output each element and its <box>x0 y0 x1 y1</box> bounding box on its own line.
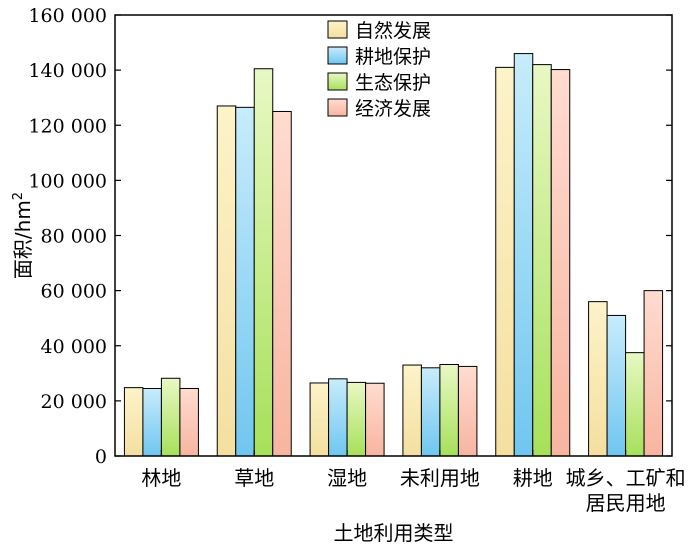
bar <box>606 314 627 457</box>
bar <box>142 387 162 457</box>
x-tick-label: 耕地 <box>513 466 553 490</box>
legend-swatch <box>327 72 348 91</box>
bar <box>309 382 330 457</box>
bar <box>513 53 534 457</box>
x-tick-label-line: 城乡、工矿和 <box>566 466 686 490</box>
x-tick-label: 未利用地 <box>400 466 480 490</box>
y-tick-label: 140 000 <box>28 60 107 82</box>
bars-layer <box>123 53 664 457</box>
bar <box>439 363 459 457</box>
y-tick-label: 20 000 <box>41 391 107 413</box>
y-axis-title: 面积/hm2 <box>11 192 35 279</box>
x-axis-title: 土地利用类型 <box>334 521 454 545</box>
y-tick-label: 0 <box>95 446 107 468</box>
bar <box>328 378 348 457</box>
bar <box>625 352 645 457</box>
x-tick-label-line: 林地 <box>141 466 181 490</box>
bar <box>235 106 255 457</box>
x-tick-label-line: 居民用地 <box>586 491 666 515</box>
x-tick-label-line: 耕地 <box>513 466 553 490</box>
bar <box>588 301 608 457</box>
bar <box>420 367 441 457</box>
legend-label: 生态保护 <box>355 72 431 94</box>
y-tick-label: 100 000 <box>28 170 107 192</box>
legend-label: 自然发展 <box>355 20 431 42</box>
y-tick-label: 160 000 <box>28 5 107 27</box>
y-tick-label: 40 000 <box>41 336 107 358</box>
legend-label: 经济发展 <box>355 98 431 120</box>
x-tick-label: 草地 <box>234 466 274 490</box>
legend-swatch <box>327 46 348 65</box>
bar <box>495 66 515 457</box>
bar <box>179 387 199 457</box>
x-tick-label: 城乡、工矿和居民用地 <box>566 466 686 515</box>
x-tick-label: 林地 <box>141 466 181 490</box>
x-axis: 林地 草地 湿地 未利用地 耕地 城乡、工矿和居民用地 <box>141 450 686 515</box>
bar <box>643 290 664 457</box>
y-tick-label: 80 000 <box>41 226 107 248</box>
x-tick-label-line: 湿地 <box>327 466 367 490</box>
y-axis-title-text: 面积/hm <box>11 200 35 279</box>
legend-swatch <box>327 98 348 117</box>
y-axis-title-superscript: 2 <box>11 192 26 200</box>
y-tick-label: 120 000 <box>28 115 107 137</box>
x-tick-label-line: 未利用地 <box>400 466 480 490</box>
bar <box>253 68 274 457</box>
bar <box>272 110 292 457</box>
x-tick-label-line: 草地 <box>234 466 274 490</box>
bar <box>550 69 571 457</box>
bar <box>160 377 181 457</box>
bar <box>216 105 237 457</box>
bar <box>346 381 367 457</box>
x-tick-label: 湿地 <box>327 466 367 490</box>
y-tick-label: 60 000 <box>41 281 107 303</box>
bar <box>123 387 144 457</box>
legend-swatch <box>327 20 348 39</box>
bar <box>457 365 478 457</box>
bar <box>532 64 552 457</box>
legend-label: 耕地保护 <box>355 46 431 68</box>
bar <box>402 364 422 457</box>
y-axis: 0 20 000 40 000 60 000 80 000 100 000 120 000 1… <box>28 5 672 468</box>
bar <box>365 382 385 457</box>
